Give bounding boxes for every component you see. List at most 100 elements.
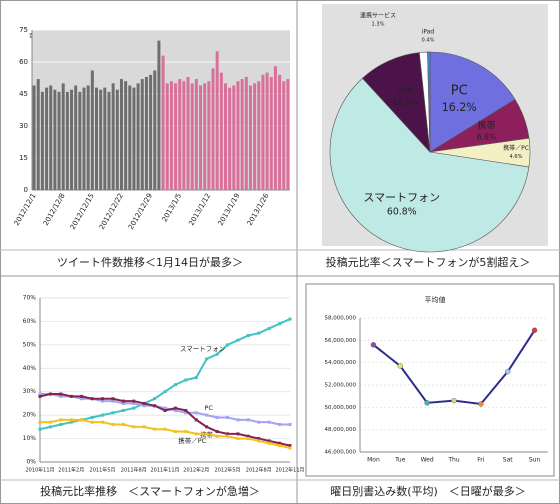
marker <box>226 415 229 419</box>
marker <box>246 437 250 441</box>
marker <box>132 406 136 410</box>
bar <box>111 83 115 190</box>
marker <box>69 420 73 424</box>
marker <box>90 415 94 419</box>
y-tick-label: 15 <box>19 154 28 162</box>
caption: 投稿元比率＜スマートフォンが5割超え＞ <box>326 255 531 269</box>
bar <box>257 81 261 190</box>
x-tick-label: 2011年11月 <box>150 467 179 474</box>
marker <box>288 317 292 321</box>
marker <box>80 418 84 422</box>
slice-value: 16.2% <box>442 101 477 114</box>
bar <box>215 51 219 191</box>
marker <box>163 427 167 431</box>
caption: ツイート件数推移＜1月14日が最多＞ <box>57 255 243 269</box>
x-tick-label: 2012年2月 <box>183 467 209 474</box>
marker <box>424 400 430 406</box>
slice-label: iPad <box>422 29 435 36</box>
marker <box>132 425 136 429</box>
x-tick-label: Thu <box>447 457 459 464</box>
marker <box>153 397 157 401</box>
marker <box>38 420 42 424</box>
bar <box>199 85 203 190</box>
bar <box>136 83 140 190</box>
x-tick-label: 2013/1/19 <box>217 192 242 227</box>
y-tick-label: 40% <box>23 365 37 372</box>
y-tick-label: 60 <box>19 58 28 66</box>
marker <box>226 434 229 438</box>
marker <box>257 331 261 335</box>
marker <box>90 420 94 424</box>
bar <box>182 81 186 190</box>
y-tick-label: 50,000,000 <box>325 405 357 411</box>
caption: 曜日別書込み数(平均) ＜日曜が最多＞ <box>330 484 526 498</box>
bar <box>45 87 49 190</box>
bar <box>36 79 40 190</box>
bar <box>165 83 169 190</box>
marker <box>226 343 229 347</box>
bar <box>103 87 107 190</box>
bar <box>57 91 61 190</box>
marker <box>236 418 240 422</box>
bar <box>236 81 240 190</box>
marker <box>111 399 115 403</box>
marker <box>288 423 292 427</box>
marker <box>132 401 136 405</box>
bar <box>40 91 44 190</box>
marker <box>267 326 271 330</box>
x-tick-label: Tue <box>394 457 406 464</box>
pie-slice <box>429 51 516 153</box>
marker <box>246 434 250 438</box>
bar <box>115 89 119 190</box>
y-tick-label: 0% <box>26 459 36 466</box>
slice-value: 4.6% <box>510 154 523 160</box>
marker <box>101 397 104 401</box>
slice-label: 携帯 <box>477 119 495 131</box>
marker <box>184 430 188 434</box>
x-tick-label: 2012年5月 <box>215 467 241 474</box>
bar <box>32 85 36 190</box>
bar <box>224 83 227 190</box>
y-tick-label: 0 <box>24 186 28 194</box>
x-tick-label: Fri <box>477 457 484 464</box>
bar <box>149 74 153 190</box>
slice-value: 6.6% <box>477 133 496 142</box>
marker <box>59 423 63 427</box>
bar <box>153 70 157 190</box>
marker <box>173 406 177 410</box>
marker <box>69 394 73 398</box>
marker <box>69 418 73 422</box>
marker <box>90 397 94 401</box>
marker <box>121 399 125 403</box>
marker <box>132 399 136 403</box>
marker <box>236 432 240 436</box>
bar <box>144 76 148 190</box>
line <box>39 318 291 431</box>
marker <box>38 392 42 396</box>
y-tick-label: 60% <box>23 318 37 325</box>
marker <box>246 418 250 422</box>
marker <box>370 342 377 348</box>
marker <box>236 437 240 441</box>
marker <box>80 394 84 398</box>
marker <box>111 423 115 427</box>
bar <box>70 89 74 190</box>
marker <box>59 394 63 398</box>
bar <box>128 85 132 190</box>
marker <box>142 401 146 405</box>
marker <box>48 425 52 429</box>
bar <box>265 72 269 190</box>
bar <box>90 70 94 190</box>
x-tick-label: 2012/12/29 <box>127 192 154 231</box>
bar <box>65 91 69 190</box>
x-tick-label: 2012年11月 <box>275 467 304 474</box>
x-tick-label: 2013/1/26 <box>246 192 271 228</box>
marker <box>48 392 52 396</box>
y-tick-label: 54,000,000 <box>325 360 357 366</box>
marker <box>278 322 282 326</box>
marker <box>184 411 188 415</box>
bar <box>219 72 223 190</box>
marker <box>194 376 198 380</box>
marker <box>531 327 538 333</box>
